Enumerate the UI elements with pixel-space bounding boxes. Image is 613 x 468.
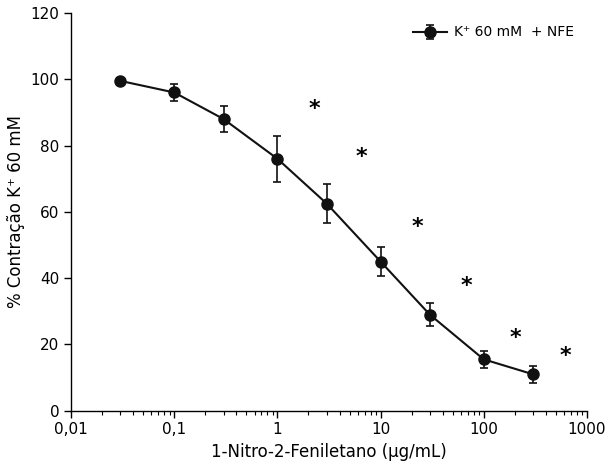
- Text: *: *: [461, 276, 473, 296]
- Text: *: *: [356, 147, 367, 167]
- Text: *: *: [510, 328, 522, 348]
- Text: *: *: [559, 346, 571, 366]
- X-axis label: 1-Nitro-2-Feniletano (µg/mL): 1-Nitro-2-Feniletano (µg/mL): [211, 443, 447, 461]
- Text: *: *: [411, 217, 423, 237]
- Legend: K⁺ 60 mM  + NFE: K⁺ 60 mM + NFE: [407, 20, 580, 45]
- Text: *: *: [308, 99, 320, 119]
- Y-axis label: % Contração K⁺ 60 mM: % Contração K⁺ 60 mM: [7, 115, 25, 308]
